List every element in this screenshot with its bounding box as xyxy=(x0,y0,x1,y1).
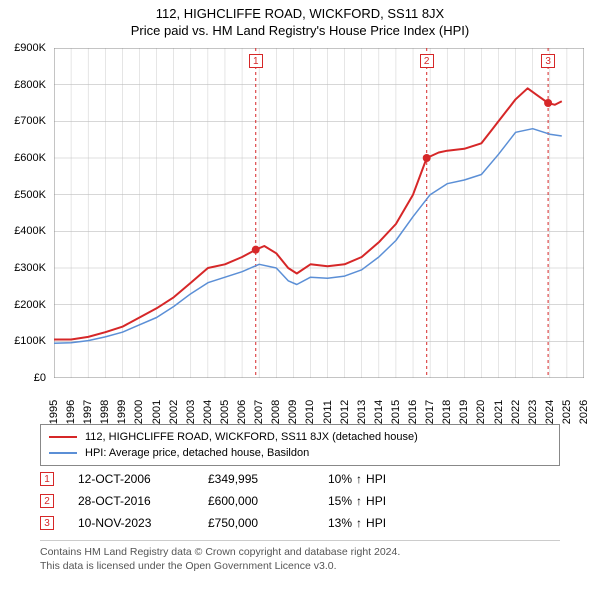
transaction-delta-vs: HPI xyxy=(366,494,386,508)
x-tick-label: 1998 xyxy=(99,400,111,424)
x-tick-label: 1995 xyxy=(48,400,60,424)
transaction-delta-pct: 10% xyxy=(328,472,352,486)
y-tick-label: £600K xyxy=(14,152,46,164)
x-tick-label: 2026 xyxy=(578,400,590,424)
transaction-number-badge: 1 xyxy=(40,472,54,486)
footer-attribution: Contains HM Land Registry data © Crown c… xyxy=(40,540,560,573)
x-tick-label: 2005 xyxy=(219,400,231,424)
transaction-marker: 1 xyxy=(249,54,263,68)
transaction-delta: 13% ↑ HPI xyxy=(328,516,386,530)
x-tick-label: 2013 xyxy=(356,400,368,424)
x-tick-label: 2021 xyxy=(493,400,505,424)
transaction-price: £600,000 xyxy=(208,494,328,508)
y-tick-label: £200K xyxy=(14,299,46,311)
x-tick-label: 2011 xyxy=(322,400,334,424)
transaction-list: 1 12-OCT-2006£349,99510% ↑ HPI 2 28-OCT-2016£… xyxy=(40,468,560,534)
x-tick-label: 2023 xyxy=(527,400,539,424)
transaction-date: 10-NOV-2023 xyxy=(78,516,208,530)
x-tick-label: 2022 xyxy=(510,400,522,424)
x-tick-label: 2017 xyxy=(424,400,436,424)
x-tick-label: 2016 xyxy=(407,400,419,424)
legend-swatch xyxy=(49,452,77,454)
chart-subtitle: Price paid vs. HM Land Registry's House … xyxy=(0,21,600,42)
legend-item: 112, HIGHCLIFFE ROAD, WICKFORD, SS11 8JX… xyxy=(49,429,551,445)
y-axis-labels: £0£100K£200K£300K£400K£500K£600K£700K£80… xyxy=(0,48,50,378)
x-tick-label: 2010 xyxy=(304,400,316,424)
x-tick-label: 2025 xyxy=(561,400,573,424)
x-tick-label: 2003 xyxy=(185,400,197,424)
footer-line-1: Contains HM Land Registry data © Crown c… xyxy=(40,545,560,559)
transaction-price: £750,000 xyxy=(208,516,328,530)
chart-plot-area: 1 2 3 xyxy=(54,48,584,378)
transaction-delta-vs: HPI xyxy=(366,516,386,530)
x-tick-label: 2019 xyxy=(458,400,470,424)
y-tick-label: £100K xyxy=(14,335,46,347)
y-tick-label: £700K xyxy=(14,115,46,127)
arrow-up-icon: ↑ xyxy=(356,494,362,508)
chart-container: { "title": "112, HIGHCLIFFE ROAD, WICKFO… xyxy=(0,0,600,590)
transaction-marker: 2 xyxy=(420,54,434,68)
y-tick-label: £800K xyxy=(14,79,46,91)
x-axis-labels: 1995199619971998199920002001200220032004… xyxy=(54,380,584,422)
chart-svg xyxy=(54,48,584,378)
x-tick-label: 2002 xyxy=(168,400,180,424)
x-tick-label: 2004 xyxy=(202,400,214,424)
transaction-delta: 10% ↑ HPI xyxy=(328,472,386,486)
x-tick-label: 1996 xyxy=(65,400,77,424)
transaction-delta-pct: 13% xyxy=(328,516,352,530)
transaction-marker: 3 xyxy=(541,54,555,68)
y-tick-label: £500K xyxy=(14,189,46,201)
legend-swatch xyxy=(49,436,77,438)
x-tick-label: 2012 xyxy=(339,400,351,424)
transaction-price: £349,995 xyxy=(208,472,328,486)
arrow-up-icon: ↑ xyxy=(356,516,362,530)
x-tick-label: 2007 xyxy=(253,400,265,424)
x-tick-label: 1997 xyxy=(82,400,94,424)
y-tick-label: £0 xyxy=(34,372,46,384)
x-tick-label: 2008 xyxy=(270,400,282,424)
legend-label: HPI: Average price, detached house, Basi… xyxy=(85,447,309,459)
transaction-date: 28-OCT-2016 xyxy=(78,494,208,508)
y-tick-label: £300K xyxy=(14,262,46,274)
x-tick-label: 2015 xyxy=(390,400,402,424)
x-tick-label: 1999 xyxy=(116,400,128,424)
transaction-delta: 15% ↑ HPI xyxy=(328,494,386,508)
transaction-row: 1 12-OCT-2006£349,99510% ↑ HPI xyxy=(40,468,560,490)
x-tick-label: 2020 xyxy=(475,400,487,424)
chart-title: 112, HIGHCLIFFE ROAD, WICKFORD, SS11 8JX xyxy=(0,0,600,21)
legend-item: HPI: Average price, detached house, Basi… xyxy=(49,445,551,461)
x-tick-label: 2024 xyxy=(544,400,556,424)
x-tick-label: 2000 xyxy=(133,400,145,424)
transaction-row: 2 28-OCT-2016£600,00015% ↑ HPI xyxy=(40,490,560,512)
x-tick-label: 2006 xyxy=(236,400,248,424)
transaction-delta-vs: HPI xyxy=(366,472,386,486)
x-tick-label: 2014 xyxy=(373,400,385,424)
x-tick-label: 2018 xyxy=(441,400,453,424)
x-tick-label: 2001 xyxy=(151,400,163,424)
transaction-number-badge: 2 xyxy=(40,494,54,508)
legend-box: 112, HIGHCLIFFE ROAD, WICKFORD, SS11 8JX… xyxy=(40,424,560,466)
transaction-row: 3 10-NOV-2023£750,00013% ↑ HPI xyxy=(40,512,560,534)
transaction-date: 12-OCT-2006 xyxy=(78,472,208,486)
transaction-delta-pct: 15% xyxy=(328,494,352,508)
legend-label: 112, HIGHCLIFFE ROAD, WICKFORD, SS11 8JX… xyxy=(85,431,418,443)
arrow-up-icon: ↑ xyxy=(356,472,362,486)
x-tick-label: 2009 xyxy=(287,400,299,424)
y-tick-label: £900K xyxy=(14,42,46,54)
y-tick-label: £400K xyxy=(14,225,46,237)
transaction-number-badge: 3 xyxy=(40,516,54,530)
footer-line-2: This data is licensed under the Open Gov… xyxy=(40,559,560,573)
